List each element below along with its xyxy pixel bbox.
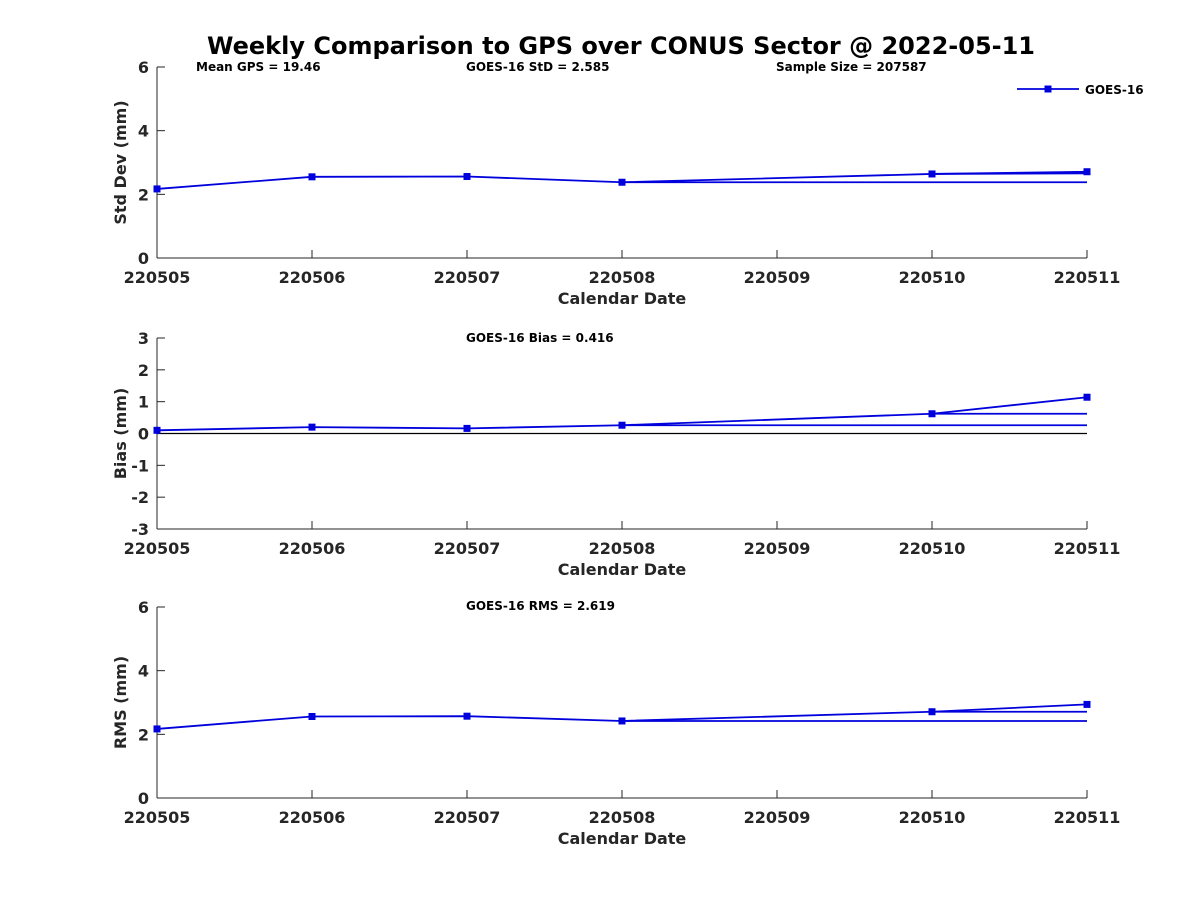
x-axis-label: Calendar Date: [558, 560, 687, 579]
legend: GOES-16: [1017, 83, 1144, 97]
data-point-marker: [1083, 168, 1091, 176]
x-tick-label: 220507: [434, 808, 501, 827]
data-point-marker: [153, 426, 161, 434]
x-tick-label: 220509: [744, 539, 811, 558]
x-tick-label: 220510: [899, 539, 966, 558]
legend-marker: [1044, 85, 1052, 93]
legend-label: GOES-16: [1085, 83, 1144, 97]
series-line-goes16: [156, 703, 1088, 730]
data-point-marker: [308, 173, 316, 181]
series-line-goes16: [156, 396, 1088, 432]
x-tick-label: 220508: [589, 268, 656, 287]
y-tick-label: 2: [138, 725, 149, 744]
y-tick-label: 0: [138, 425, 149, 444]
stat-annotation: GOES-16 RMS = 2.619: [466, 599, 615, 613]
x-tick-label: 220505: [124, 808, 191, 827]
x-tick-label: 220509: [744, 808, 811, 827]
data-point-marker: [463, 424, 471, 432]
data-point-marker: [463, 712, 471, 720]
x-tick-label: 220508: [589, 808, 656, 827]
data-point-marker: [153, 185, 161, 193]
data-point-marker: [153, 725, 161, 733]
y-tick-label: -3: [131, 520, 149, 539]
y-tick-label: 0: [138, 789, 149, 808]
x-tick-label: 220507: [434, 539, 501, 558]
y-tick-label: 4: [138, 122, 149, 141]
x-tick-label: 220511: [1054, 808, 1121, 827]
x-tick-label: 220511: [1054, 539, 1121, 558]
data-point-marker: [618, 178, 626, 186]
x-tick-label: 220510: [899, 268, 966, 287]
data-point-marker: [928, 410, 936, 418]
panel-rms: 0 2 4 6 220505 220506 220507 220508 220509 220510…: [111, 598, 1120, 848]
panel-std: 0 2 4 6 220505 220506 220507 220508 220509 220510…: [111, 58, 1144, 308]
x-axis-label: Calendar Date: [558, 289, 687, 308]
y-tick-label: 2: [138, 361, 149, 380]
x-tick-label: 220505: [124, 539, 191, 558]
y-tick-label: 6: [138, 598, 149, 617]
data-point-marker: [618, 717, 626, 725]
y-tick-label: -1: [131, 456, 149, 475]
series-line-goes16: [156, 170, 1088, 190]
stat-annotation: GOES-16 Bias = 0.416: [466, 331, 614, 345]
data-point-marker: [1083, 393, 1091, 401]
stat-annotation: Sample Size = 207587: [776, 60, 927, 74]
x-tick-label: 220508: [589, 539, 656, 558]
data-point-marker: [308, 423, 316, 431]
stat-annotation: GOES-16 StD = 2.585: [466, 60, 609, 74]
x-tick-label: 220510: [899, 808, 966, 827]
x-tick-label: 220511: [1054, 268, 1121, 287]
x-tick-label: 220505: [124, 268, 191, 287]
x-tick-label: 220506: [279, 808, 346, 827]
y-tick-label: 2: [138, 185, 149, 204]
x-tick-label: 220507: [434, 268, 501, 287]
y-tick-label: 6: [138, 58, 149, 77]
y-tick-label: 0: [138, 249, 149, 268]
data-point-marker: [308, 713, 316, 721]
data-point-marker: [463, 173, 471, 181]
y-tick-label: 1: [138, 393, 149, 412]
data-point-marker: [928, 708, 936, 716]
panel-bias: -3 -2 -1 0 1 2 3 220505 220506 220507 220508 220509…: [111, 329, 1120, 579]
data-point-marker: [618, 421, 626, 429]
x-tick-label: 220506: [279, 539, 346, 558]
chart-title: Weekly Comparison to GPS over CONUS Sect…: [207, 32, 1035, 60]
x-axis-label: Calendar Date: [558, 829, 687, 848]
panels-container: 0 2 4 6 220505 220506 220507 220508 220509 220510…: [111, 58, 1144, 848]
y-tick-label: 3: [138, 329, 149, 348]
x-tick-label: 220509: [744, 268, 811, 287]
y-axis-label: RMS (mm): [111, 656, 130, 749]
y-axis-label: Bias (mm): [111, 388, 130, 480]
stat-annotation: Mean GPS = 19.46: [196, 60, 321, 74]
x-tick-label: 220506: [279, 268, 346, 287]
y-axis-label: Std Dev (mm): [111, 100, 130, 224]
y-tick-label: 4: [138, 662, 149, 681]
y-tick-label: -2: [131, 488, 149, 507]
data-point-marker: [1083, 700, 1091, 708]
data-point-marker: [928, 170, 936, 178]
